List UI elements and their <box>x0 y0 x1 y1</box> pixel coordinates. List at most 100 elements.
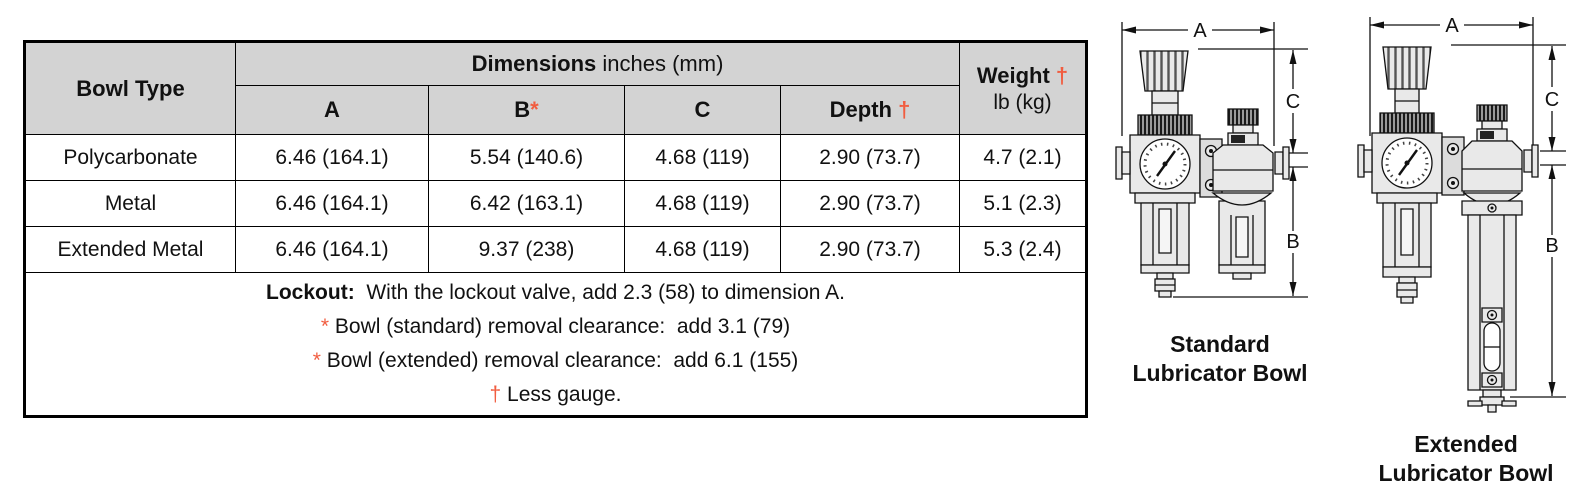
col-header-dimensions: Dimensions inches (mm) <box>235 41 960 86</box>
lubricator-unit <box>1462 105 1538 412</box>
cell-bowl-type: Metal <box>24 180 236 227</box>
regulator-knob <box>1383 47 1431 89</box>
standard-lubricator-drawing: A C B <box>1095 20 1345 305</box>
table-row: Polycarbonate 6.46 (164.1) 5.54 (140.6) … <box>24 134 1087 181</box>
lubricator-body <box>1462 141 1522 191</box>
cell-c: 4.68 (119) <box>624 134 781 181</box>
gauge-ticks <box>1387 143 1427 183</box>
arrowhead-left-icon <box>1122 26 1136 34</box>
col-header-depth: Depth † <box>780 85 960 135</box>
cell-bowl-type: Polycarbonate <box>24 134 236 181</box>
asterisk-mark: * <box>312 349 321 372</box>
bowl-slot <box>1159 209 1171 253</box>
asterisk-mark: * <box>320 315 330 338</box>
weight-dagger: † <box>1055 62 1069 88</box>
arrowhead-down-icon <box>1289 139 1297 153</box>
dimensions-label: Dimensions <box>471 51 597 76</box>
bowl-type-label: Bowl Type <box>76 75 185 101</box>
cell-c: 4.68 (119) <box>624 180 781 227</box>
weight-units: lb (kg) <box>993 90 1052 114</box>
col-header-a: A <box>235 85 429 135</box>
cell-depth: 2.90 (73.7) <box>780 226 960 273</box>
connector-block <box>1442 137 1464 195</box>
arrowhead-down-icon <box>1548 137 1556 151</box>
standard-clearance-note: * Bowl (standard) removal clearance: add… <box>320 315 791 338</box>
lockout-note: Lockout: With the lockout valve, add 2.3… <box>266 281 845 304</box>
label-line2: Lubricator Bowl <box>1378 460 1554 486</box>
drain-wing <box>1468 401 1482 406</box>
right-port-flange <box>1275 152 1283 174</box>
header-row-1: Bowl Type Dimensions inches (mm) Weight … <box>24 41 1087 135</box>
arrowhead-left-icon <box>1370 21 1384 29</box>
dagger-mark: † <box>489 383 502 406</box>
dimension-b <box>1173 167 1308 297</box>
cell-weight: 4.7 (2.1) <box>959 134 1087 181</box>
bowl-collar <box>1135 193 1195 203</box>
regulator-knurled-ring <box>1380 113 1434 133</box>
cell-a: 6.46 (164.1) <box>235 134 429 181</box>
cell-bowl-type: Extended Metal <box>24 226 236 273</box>
arrowhead-up-icon <box>1289 50 1297 64</box>
cell-weight: 5.3 (2.4) <box>959 226 1087 273</box>
standard-drawing-label: Standard Lubricator Bowl <box>1095 330 1345 388</box>
footnotes-cell: Lockout: With the lockout valve, add 2.3… <box>24 272 1087 417</box>
cell-depth: 2.90 (73.7) <box>780 180 960 227</box>
col-header-c: C <box>624 85 781 135</box>
bowl-dome <box>1213 193 1271 205</box>
label-line2: Lubricator Bowl <box>1132 360 1308 386</box>
dim-c-label: C <box>1286 91 1300 113</box>
regulator-knob <box>1140 51 1188 91</box>
arrowhead-down-icon <box>1548 382 1556 396</box>
drain-fitting <box>1483 390 1501 397</box>
b-asterisk: * <box>530 97 539 122</box>
col-header-b: B* <box>428 85 625 135</box>
dimensions-units: inches (mm) <box>596 51 724 76</box>
dim-c-label: C <box>1545 89 1559 111</box>
left-port-flange <box>1358 145 1364 177</box>
extended-clearance-note: * Bowl (extended) removal clearance: add… <box>312 349 799 372</box>
label-line1: Standard <box>1170 331 1270 357</box>
drain-wing <box>1502 401 1516 406</box>
cell-a: 6.46 (164.1) <box>235 180 429 227</box>
dimension-c <box>1451 45 1566 151</box>
cell-a: 6.46 (164.1) <box>235 226 429 273</box>
col-header-weight: Weight † lb (kg) <box>959 41 1087 135</box>
arrowhead-right-icon <box>1519 21 1533 29</box>
dim-b-label: B <box>1286 231 1299 253</box>
arrowhead-right-icon <box>1260 26 1274 34</box>
extended-lubricator-drawing: A C B <box>1350 15 1582 420</box>
dim-a-label: A <box>1193 20 1207 42</box>
cell-c: 4.68 (119) <box>624 226 781 273</box>
header-row-2: A B* C Depth † <box>25 85 1087 135</box>
dim-b-label: B <box>1545 235 1558 257</box>
lubricator-fill-cap <box>1477 105 1507 121</box>
less-gauge-note: † Less gauge. <box>489 383 622 406</box>
dimensions-table: Bowl Type Dimensions inches (mm) Weight … <box>23 40 1088 418</box>
right-port-flange <box>1524 150 1532 172</box>
regulator-unit <box>1358 47 1442 303</box>
bowl-slot <box>1401 209 1413 255</box>
cell-weight: 5.1 (2.3) <box>959 180 1087 227</box>
lubricator-body <box>1213 145 1273 191</box>
cell-b: 9.37 (238) <box>428 226 625 273</box>
dimension-b <box>1510 165 1566 397</box>
depth-dagger: † <box>898 97 911 122</box>
col-header-bowl-type: Bowl Type <box>24 41 236 135</box>
bowl-slot <box>1236 217 1248 257</box>
table-row: Metal 6.46 (164.1) 6.42 (163.1) 4.68 (11… <box>24 180 1087 227</box>
cell-depth: 2.90 (73.7) <box>780 134 960 181</box>
arrowhead-down-icon <box>1289 282 1297 296</box>
gauge-ticks <box>1145 144 1185 184</box>
cell-b: 5.54 (140.6) <box>428 134 625 181</box>
left-port-flange <box>1116 147 1122 179</box>
dim-a-label: A <box>1445 15 1459 37</box>
bowl-nub <box>1233 273 1251 279</box>
weight-label: Weight † <box>976 62 1069 88</box>
drain-fitting <box>1399 277 1415 283</box>
extended-drawing-label: Extended Lubricator Bowl <box>1350 430 1582 488</box>
regulator-knurled-ring <box>1138 115 1192 135</box>
lubricator-fill-cap <box>1228 109 1258 125</box>
arrowhead-up-icon <box>1548 46 1556 60</box>
regulator-unit <box>1116 51 1200 297</box>
cell-b: 6.42 (163.1) <box>428 180 625 227</box>
